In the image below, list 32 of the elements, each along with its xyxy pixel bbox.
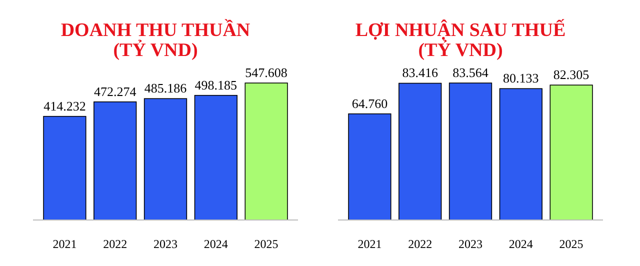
- x-tick-label: 2025: [559, 237, 584, 251]
- x-tick-label: 2025: [254, 237, 278, 251]
- bar: [348, 113, 392, 220]
- data-label: 83.564: [452, 65, 489, 80]
- x-tick-label: 2021: [358, 237, 382, 251]
- x-tick-label: 2022: [103, 237, 128, 251]
- x-tick-label: 2024: [204, 237, 228, 251]
- bar: [499, 88, 542, 220]
- bar: [550, 84, 593, 220]
- chart-title: LỢI NHUẬN SAU THUẾ (TỶ VND): [355, 19, 566, 61]
- data-label: 82.305: [553, 67, 590, 82]
- bar: [398, 82, 442, 220]
- data-label: 498.185: [194, 77, 238, 92]
- data-label: 547.608: [245, 65, 288, 80]
- bar: [448, 82, 492, 220]
- x-tick-label: 2022: [408, 237, 432, 251]
- x-tick-label: 2023: [154, 237, 178, 251]
- bar: [144, 98, 188, 220]
- x-tick-label: 2024: [508, 237, 533, 251]
- bar: [244, 82, 288, 220]
- bar: [94, 101, 137, 220]
- x-tick-label: 2023: [458, 237, 482, 251]
- bar: [194, 94, 238, 220]
- data-label: 83.416: [402, 65, 438, 80]
- bar: [43, 116, 86, 220]
- x-tick-label: 2021: [52, 237, 77, 251]
- data-label: 414.232: [44, 98, 86, 114]
- data-label: 472.274: [94, 84, 137, 99]
- chart-title: DOANH THU THUẦN (TỶ VND): [60, 19, 250, 61]
- data-label: 485.186: [144, 80, 188, 96]
- data-label: 64.760: [352, 96, 388, 111]
- data-label: 80.133: [503, 70, 539, 86]
